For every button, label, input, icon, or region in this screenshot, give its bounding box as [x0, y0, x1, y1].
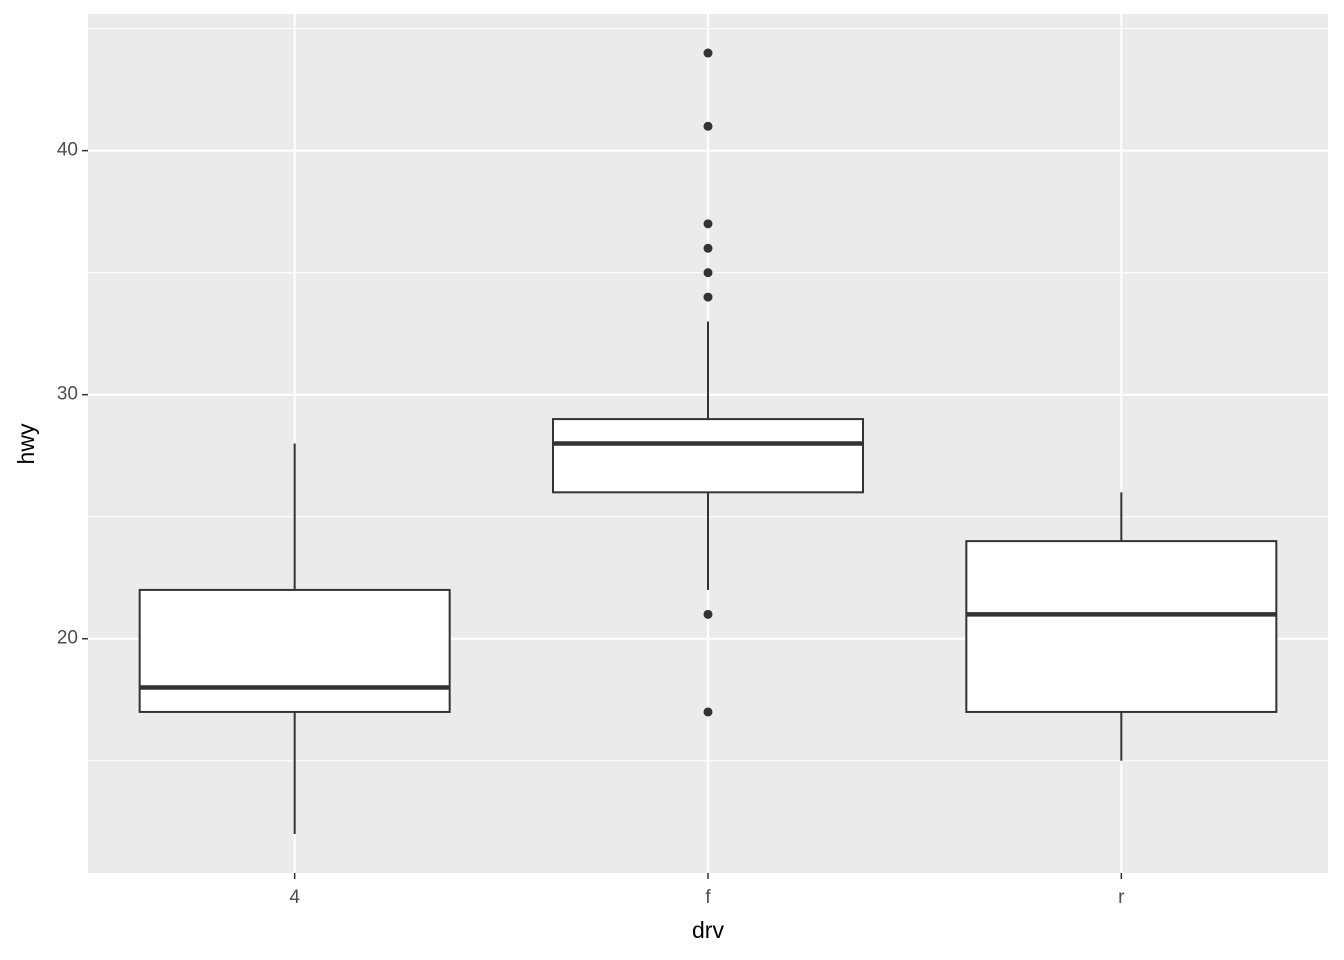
y-axis-title: hwy [13, 423, 39, 464]
outlier [703, 219, 713, 229]
x-tick-label: r [1118, 887, 1125, 908]
box [965, 540, 1278, 713]
outlier [703, 609, 713, 619]
x-tick-label: 4 [289, 887, 300, 908]
box [552, 418, 864, 494]
outlier [703, 268, 713, 278]
outlier [703, 121, 713, 131]
x-tick-label: f [705, 887, 711, 908]
outlier [703, 48, 713, 58]
y-tick-label: 40 [57, 140, 78, 161]
x-axis-title: drv [692, 917, 724, 943]
box [138, 588, 451, 713]
y-tick-label: 20 [57, 628, 78, 649]
y-tick-label: 30 [57, 384, 78, 405]
outlier [703, 707, 713, 717]
outlier [703, 243, 713, 253]
outlier [703, 292, 713, 302]
marks [138, 48, 1278, 834]
